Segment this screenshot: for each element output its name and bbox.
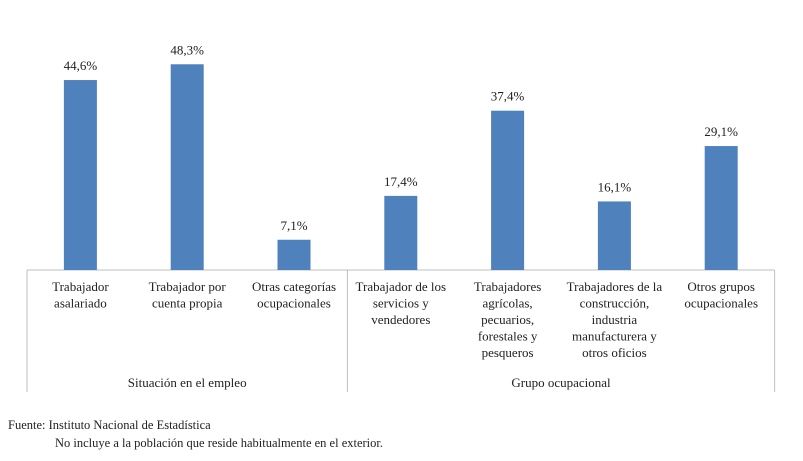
bar [491,110,525,270]
data-label: 37,4% [491,89,525,104]
bar [170,64,204,271]
category-label-line: servicios y [373,296,429,311]
data-label: 17,4% [384,174,418,189]
category-label-line: industria [592,312,638,327]
category-label-line: manufacturera y [572,329,657,344]
category-label-line: otros oficios [582,345,647,360]
data-label: 48,3% [170,42,204,57]
category-label-line: vendedores [371,312,430,327]
category-label-line: Otras categorías [252,279,336,294]
category-label-line: construcción, [580,296,650,311]
category-label-line: Otros grupos [687,279,755,294]
data-label: 7,1% [280,218,307,233]
source-note: Fuente: Instituto Nacional de Estadístic… [8,418,211,432]
category-label-line: ocupacionales [257,296,331,311]
bar [63,80,97,270]
category-label-line: Trabajadores [474,279,541,294]
data-label: 44,6% [64,58,98,73]
bar [277,239,311,270]
category-label-line: agrícolas, [483,296,533,311]
category-label-line: Trabajadores de la [567,279,663,294]
category-label-line: forestales y [478,329,538,344]
data-label: 16,1% [598,179,632,194]
category-label-line: Trabajador de los [356,279,447,294]
group-label: Grupo ocupacional [511,375,611,390]
bar [597,201,631,270]
group-label: Situación en el empleo [128,375,247,390]
category-label-line: asalariado [54,296,107,311]
category-label-line: ocupacionales [684,296,758,311]
bar-chart: 44,6% Trabajador asalariado 48,3% Trabajador… [26,42,776,392]
category-label-line: Trabajador por [149,279,227,294]
category-label-line: pecuarios, [481,312,534,327]
category-label-line: Trabajador [52,279,109,294]
bar [384,195,418,270]
category-label-line: pesqueros [482,345,534,360]
category-label-line: cuenta propia [152,296,223,311]
exclusion-note: No incluye a la población que reside hab… [55,436,384,450]
data-label: 29,1% [704,124,738,139]
bar [704,146,738,270]
